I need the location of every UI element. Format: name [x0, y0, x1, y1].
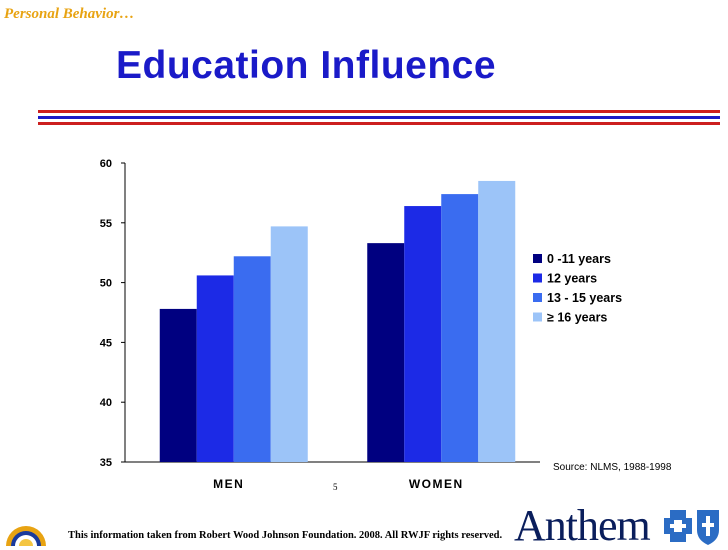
y-tick-label: 60: [100, 158, 112, 170]
slide-title: Education Influence: [116, 44, 497, 87]
section-label: Personal Behavior…: [4, 6, 135, 22]
bar: [270, 226, 308, 462]
legend-swatch: [533, 293, 542, 302]
legend-label: ≥ 16 years: [547, 311, 607, 325]
cross-shield-logo-icon: [664, 510, 719, 545]
y-tick-label: 35: [100, 457, 112, 469]
legend-label: 12 years: [547, 272, 597, 286]
x-tick-label: MEN: [213, 477, 244, 491]
legend-swatch: [533, 254, 542, 263]
sunrise-logo-icon: [6, 526, 46, 546]
y-tick-label: 55: [100, 218, 112, 230]
bar: [233, 256, 271, 462]
legend-swatch: [533, 312, 542, 322]
brand-wordmark: Anthem: [514, 501, 651, 550]
y-tick-label: 50: [100, 278, 112, 290]
footer-text: This information taken from Robert Wood …: [68, 530, 503, 541]
source-note: Source: NLMS, 1988-1998: [553, 462, 672, 473]
bar: [404, 206, 442, 462]
title-rule-red-lower: [38, 122, 720, 125]
bar: [367, 243, 405, 462]
title-rule-blue: [38, 116, 720, 119]
bar: [478, 180, 516, 462]
y-tick-label: 45: [100, 337, 112, 349]
x-tick-label: WOMEN: [409, 477, 464, 491]
legend-swatch: [533, 273, 542, 283]
bar: [441, 194, 479, 462]
y-tick-label: 40: [100, 397, 112, 409]
legend-label: 0 -11 years: [547, 252, 611, 266]
legend-label: 13 - 15 years: [547, 291, 622, 305]
page-number: 5: [333, 482, 338, 492]
title-rule-red: [38, 110, 720, 113]
bar: [196, 275, 234, 462]
bar: [159, 308, 197, 462]
